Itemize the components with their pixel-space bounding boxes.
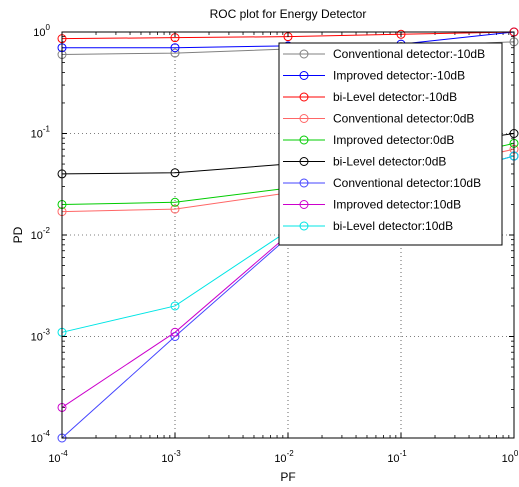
x-tick-label-1: 10-3 (161, 449, 181, 465)
legend-entry-3: bi-Level detector:-10dB (283, 90, 457, 104)
series-5-point-2 (170, 197, 180, 207)
legend-swatch-marker (299, 71, 309, 80)
legend-entry-4: Conventional detector:0dB (283, 112, 474, 126)
legend-entry-6: bi-Level detector:0dB (283, 155, 446, 169)
legend-label: bi-Level detector:-10dB (333, 90, 457, 104)
legend-label: Conventional detector:-10dB (333, 47, 485, 61)
legend-swatch-marker (299, 49, 309, 59)
legend-entry-1: Conventional detector:-10dB (283, 47, 485, 61)
y-tick-label-0: 10-4 (31, 429, 51, 445)
legend-label: bi-Level detector:10dB (333, 219, 453, 233)
x-tick-label-3: 10-1 (387, 449, 407, 465)
series-1-point-2 (170, 48, 180, 58)
legend-label: Conventional detector:0dB (333, 112, 474, 126)
y-axis-ticks: 10-4 10-3 10-2 10-1 100 (31, 23, 514, 445)
legend-label: bi-Level detector:0dB (333, 155, 446, 169)
y-tick-label-2: 10-2 (31, 226, 51, 242)
legend-swatch-marker (299, 157, 309, 166)
y-axis-label: PD (11, 226, 25, 243)
series-4-point-2 (170, 204, 180, 214)
legend-swatch-marker (299, 178, 309, 188)
legend-swatch-marker (299, 135, 309, 145)
series-6-point-2 (170, 168, 180, 178)
legend-entry-7: Conventional detector:10dB (283, 176, 481, 190)
legend-label: Improved detector:0dB (333, 133, 454, 147)
legend-label: Improved detector:10dB (333, 198, 461, 212)
x-tick-label-2: 10-2 (274, 449, 294, 465)
legend-box (278, 42, 503, 246)
y-tick-label-4: 100 (33, 23, 50, 39)
chart-title: ROC plot for Energy Detector (210, 7, 367, 21)
legend-swatch-marker (299, 114, 309, 123)
legend-label: Improved detector:-10dB (333, 69, 465, 83)
legend-label: Conventional detector:10dB (333, 176, 481, 190)
y-tick-label-3: 10-1 (31, 125, 51, 141)
legend-swatch-marker (299, 221, 309, 231)
x-axis-label: PF (280, 470, 295, 484)
legend-entry-8: Improved detector:10dB (283, 198, 461, 212)
x-tick-label-4: 100 (502, 449, 519, 465)
legend-swatch-marker (299, 92, 309, 102)
series-3-point-4 (396, 29, 406, 39)
legend-entry-2: Improved detector:-10dB (283, 69, 465, 83)
series-9-point-2 (170, 301, 180, 311)
series-8-point-2 (170, 327, 180, 337)
legend-swatch-marker (299, 200, 309, 209)
legend-entry-9: bi-Level detector:10dB (283, 219, 453, 233)
x-tick-label-0: 10-4 (48, 449, 68, 465)
y-tick-label-1: 10-3 (31, 328, 51, 344)
legend: Conventional detector:-10dB Improved dete… (278, 42, 503, 246)
series-2-point-2 (170, 43, 180, 53)
legend-entry-5: Improved detector:0dB (283, 133, 454, 147)
x-axis-ticks: 10-4 10-3 10-2 10-1 100 (48, 32, 519, 465)
